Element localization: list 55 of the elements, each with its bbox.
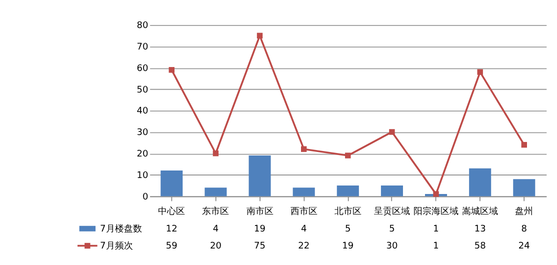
point xyxy=(300,146,307,152)
bar xyxy=(248,156,271,196)
x-tick-label: 呈贡区域 xyxy=(374,206,410,217)
point xyxy=(212,150,219,156)
data-label: 5 xyxy=(389,224,395,234)
bar xyxy=(513,179,536,196)
point xyxy=(433,191,439,197)
data-label: 22 xyxy=(298,241,310,252)
data-label: 4 xyxy=(212,224,219,234)
legend-label: 7月频次 xyxy=(100,240,133,252)
point xyxy=(521,142,528,148)
y-tick-label: 60 xyxy=(136,64,149,74)
data-label: 59 xyxy=(166,241,178,252)
data-label: 24 xyxy=(518,241,530,252)
x-tick-label: 阳宗海区域 xyxy=(414,206,459,217)
point xyxy=(345,152,351,158)
data-label: 30 xyxy=(386,241,398,252)
data-label: 8 xyxy=(521,224,528,234)
data-label: 5 xyxy=(345,224,351,234)
y-tick-label: 10 xyxy=(136,170,149,181)
x-tick-label: 嵩城区域 xyxy=(462,206,498,217)
y-tick-label: 50 xyxy=(136,85,149,96)
bar xyxy=(292,188,315,196)
data-label: 19 xyxy=(342,241,354,252)
data-label: 58 xyxy=(474,241,486,252)
y-tick-label: 80 xyxy=(136,21,149,32)
point xyxy=(168,67,174,73)
y-tick-label: 30 xyxy=(136,128,149,138)
data-label: 1 xyxy=(433,241,439,252)
x-tick-label: 盘州 xyxy=(515,206,534,217)
bar xyxy=(204,188,227,196)
data-label: 75 xyxy=(254,241,266,252)
y-tick-label: 0 xyxy=(142,192,149,202)
bar xyxy=(160,170,183,196)
y-tick-label: 40 xyxy=(136,106,149,117)
x-tick-label: 西市区 xyxy=(290,206,318,217)
data-label: 4 xyxy=(300,224,307,234)
bar xyxy=(469,168,492,196)
point xyxy=(256,32,263,38)
legend-label: 7月楼盘数 xyxy=(100,223,142,234)
bar xyxy=(336,185,359,196)
x-tick-label: 中心区 xyxy=(158,206,186,217)
point xyxy=(389,129,395,135)
x-tick-label: 北市区 xyxy=(334,206,362,217)
point xyxy=(477,69,483,75)
data-label: 13 xyxy=(474,224,486,234)
x-tick-label: 东市区 xyxy=(202,206,230,217)
data-label: 20 xyxy=(210,241,222,252)
bar xyxy=(380,185,403,196)
y-tick-label: 70 xyxy=(136,42,149,53)
data-label: 1 xyxy=(433,224,439,234)
x-tick-label: 南市区 xyxy=(246,206,274,217)
data-label: 12 xyxy=(166,224,178,234)
y-tick-label: 20 xyxy=(136,150,149,160)
data-label: 19 xyxy=(254,224,266,234)
